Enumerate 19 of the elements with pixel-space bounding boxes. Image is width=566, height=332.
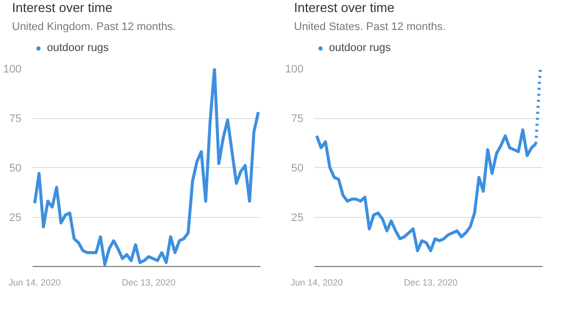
y-tick-label: 75 [291, 113, 304, 125]
line-series [33, 68, 260, 266]
y-tick-label: 100 [3, 64, 22, 76]
y-tick-label: 50 [9, 162, 22, 174]
y-tick-label: 25 [291, 212, 304, 224]
chart-title: Interest over time [12, 0, 112, 16]
chart-title: Interest over time [294, 0, 394, 16]
chart-subtitle: United States. Past 12 months. [294, 20, 446, 34]
y-tick-label: 25 [9, 212, 22, 224]
y-tick-label: 75 [9, 113, 22, 125]
x-tick-label: Jun 14, 2020 [290, 278, 343, 288]
y-tick-label: 100 [285, 64, 304, 76]
legend-label: outdoor rugs [47, 42, 109, 54]
x-tick-label: Dec 13, 2020 [404, 278, 458, 288]
legend-label: outdoor rugs [329, 42, 391, 54]
chart-subtitle: United Kingdom. Past 12 months. [12, 20, 176, 34]
y-tick-label: 50 [291, 162, 304, 174]
x-tick-label: Dec 13, 2020 [122, 278, 176, 288]
x-tick-label: Jun 14, 2020 [8, 278, 61, 288]
